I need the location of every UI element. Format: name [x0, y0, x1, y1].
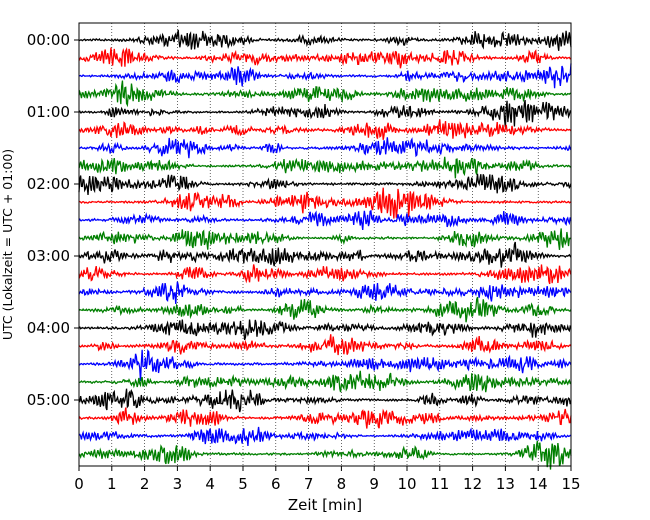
seismogram-trace-9 [78, 173, 572, 196]
seismogram-trace-6 [78, 119, 572, 140]
seismogram-trace-23 [78, 426, 572, 447]
seismogram-trace-18 [78, 334, 572, 356]
x-axis-label: Zeit [min] [288, 496, 362, 514]
seismogram-trace-10 [78, 187, 572, 219]
seismogram-trace-2 [78, 47, 572, 69]
seismogram-trace-20 [78, 370, 572, 393]
x-tick-label-13: 13 [496, 475, 515, 493]
seismogram-trace-14 [78, 264, 572, 285]
x-tick-label-4: 4 [205, 475, 215, 493]
vertical-gridlines [111, 23, 539, 466]
x-tick-label-15: 15 [561, 475, 580, 493]
plot-frame [78, 22, 572, 467]
seismogram-trace-8 [78, 156, 572, 179]
x-tick-label-7: 7 [304, 475, 314, 493]
seismogram-trace-5 [78, 99, 572, 128]
x-tick-label-8: 8 [337, 475, 347, 493]
y-axis-ticks: 00:00 01:00 02:00 03:00 04:00 05:00 [27, 31, 79, 409]
x-tick-label-3: 3 [173, 475, 183, 493]
seismogram-trace-24 [78, 440, 572, 470]
x-tick-label-0: 0 [74, 475, 84, 493]
seismogram-trace-22 [78, 407, 572, 429]
seismogram-trace-7 [78, 137, 572, 159]
y-tick-label-1: 01:00 [27, 103, 70, 121]
seismogram-trace-15 [78, 281, 572, 305]
seismogram-trace-11 [78, 209, 572, 231]
y-tick-label-3: 03:00 [27, 247, 70, 265]
x-tick-label-9: 9 [369, 475, 379, 493]
x-tick-label-5: 5 [238, 475, 248, 493]
y-tick-label-4: 04:00 [27, 319, 70, 337]
y-tick-label-0: 00:00 [27, 31, 70, 49]
y-tick-label-2: 02:00 [27, 175, 70, 193]
x-tick-label-6: 6 [271, 475, 281, 493]
seismogram-trace-13 [78, 241, 572, 268]
seismogram-trace-17 [78, 319, 572, 341]
seismogram-trace-1 [78, 29, 572, 51]
seismogram-trace-16 [78, 296, 572, 323]
seismogram-traces [78, 29, 572, 470]
y-axis-label: UTC (Lokalzeit = UTC + 01:00) [0, 149, 15, 340]
x-tick-label-11: 11 [430, 475, 449, 493]
x-tick-label-1: 1 [107, 475, 117, 493]
seismogram-trace-12 [78, 228, 572, 250]
y-tick-label-5: 05:00 [27, 391, 70, 409]
seismogram-trace-3 [78, 63, 572, 89]
x-tick-label-14: 14 [529, 475, 548, 493]
x-axis-ticks: 0 1 2 3 4 5 6 7 8 9 10 11 12 13 14 15 [74, 466, 581, 493]
x-tick-label-2: 2 [140, 475, 150, 493]
x-tick-label-10: 10 [397, 475, 416, 493]
seismogram-trace-19 [78, 348, 572, 381]
x-tick-label-12: 12 [463, 475, 482, 493]
seismogram-trace-4 [78, 80, 572, 108]
seismogram-trace-21 [78, 388, 572, 413]
